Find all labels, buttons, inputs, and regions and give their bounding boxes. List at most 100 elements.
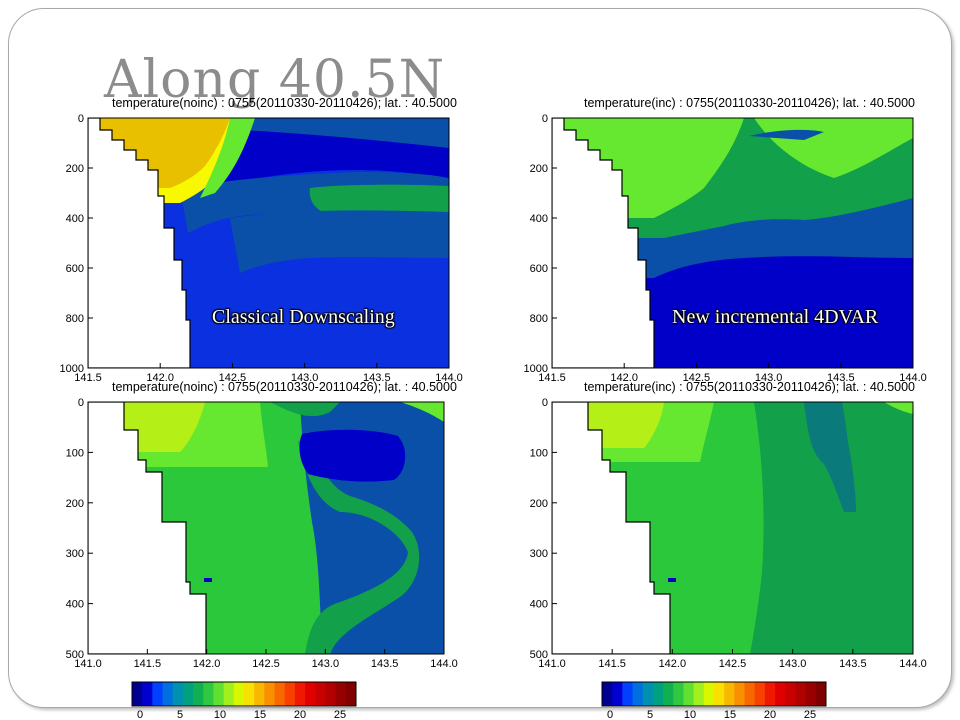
x-tick-label: 142.5 (683, 372, 711, 384)
colorbar-swatch (724, 682, 735, 706)
panel-label-classical: Classical Downscaling (212, 306, 395, 328)
colorbar-swatch (132, 682, 143, 706)
colorbar-swatch (182, 682, 194, 706)
x-tick-label: 142.0 (146, 372, 174, 384)
y-tick-label: 200 (66, 498, 84, 510)
colorbar-swatch (815, 682, 827, 706)
y-axis-top-left: 0 200 400 600 800 1000 (60, 113, 93, 375)
field-lightgreen-front-tl (200, 118, 255, 198)
colorbar-swatch (203, 682, 214, 706)
chart-top-left: 141.5 142.0 142.5 143.0 143.5 144.0 0 200 400 60… (60, 113, 463, 384)
colorbar-swatch (172, 682, 184, 706)
colorbar-tick-label: 0 (607, 709, 613, 720)
colorbar-swatch (254, 682, 265, 706)
colorbar-swatch (785, 682, 796, 706)
colorbar-swatch (652, 682, 664, 706)
chart-bottom-left: 141.0 141.5 142.0 142.5 143.0 143.5 144.0 0 100… (66, 397, 458, 670)
x-tick-label: 141.5 (598, 658, 626, 670)
colorbar-tick-label: 10 (684, 709, 696, 720)
y-tick-label: 200 (530, 163, 548, 175)
colorbar-swatch (274, 682, 286, 706)
colorbar-tick-label: 15 (254, 709, 266, 720)
colorbar-swatch (284, 682, 296, 706)
x-tick-label: 144.0 (430, 658, 458, 670)
chart-title-bottom-right: temperature(inc) : 0755(20110330-2011042… (584, 380, 916, 394)
x-tick-label: 143.5 (839, 658, 867, 670)
colorbar-tick-label: 20 (764, 709, 776, 720)
field-green-arc-bl (298, 432, 420, 654)
colorbar-tick-label: 25 (334, 709, 346, 720)
colorbar-swatch (805, 682, 817, 706)
colorbar-swatch (754, 682, 766, 706)
x-tick-label: 142.0 (659, 658, 687, 670)
colorbar-tick-label: 5 (647, 709, 653, 720)
y-tick-label: 1000 (524, 363, 548, 375)
colorbar-swatch (703, 682, 715, 706)
land-mask-bl (88, 402, 207, 654)
y-tick-label: 300 (66, 548, 84, 560)
colorbar-frame (601, 681, 827, 707)
y-tick-label: 0 (542, 113, 548, 125)
x-tick-label: 141.5 (134, 658, 162, 670)
field-teal-stripe-br (804, 402, 856, 512)
colorbar-swatch (642, 682, 654, 706)
y-tick-label: 400 (66, 213, 84, 225)
plot-frame-tr (551, 117, 914, 369)
field-navy-band-tl (190, 128, 449, 198)
panel-label-incremental: New incremental 4DVAR (672, 306, 879, 328)
x-tick-label: 143.0 (312, 658, 340, 670)
y-tick-label: 500 (530, 649, 548, 661)
colorbar-tick-label: 10 (214, 709, 226, 720)
coastal-navy-br (668, 578, 676, 582)
colorbar-tick-label: 5 (177, 709, 183, 720)
colorbar-right: 0 5 10 15 20 25 (601, 681, 827, 720)
colorbar-tick-label: 20 (294, 709, 306, 720)
colorbar-swatch (233, 682, 245, 706)
x-axis-top-right: 141.5 142.0 142.5 143.0 143.5 144.0 (538, 363, 927, 384)
colorbar-swatch (775, 682, 786, 706)
y-tick-label: 400 (66, 599, 84, 611)
x-tick-label: 143.0 (779, 658, 807, 670)
colorbar-swatch (193, 682, 204, 706)
chart-title-bottom-left: temperature(noinc) : 0755(20110330-20110… (112, 380, 457, 394)
colorbar-frame (131, 681, 357, 707)
x-tick-label: 142.5 (252, 658, 280, 670)
colorbar-swatch (335, 682, 347, 706)
field-teal-lens-tr (749, 129, 824, 140)
y-tick-label: 0 (542, 397, 548, 409)
y-tick-label: 500 (66, 649, 84, 661)
y-tick-label: 200 (530, 498, 548, 510)
land-mask-br (552, 402, 671, 654)
y-tick-label: 0 (78, 113, 84, 125)
chart-title-top-right: temperature(inc) : 0755(20110330-2011042… (584, 96, 916, 110)
slide-title: Along 40.5N (104, 50, 446, 110)
y-tick-label: 600 (66, 263, 84, 275)
colorbar-swatch (264, 682, 276, 706)
chart-top-right: 141.5 142.0 142.5 143.0 143.5 144.0 0 200 400 60… (524, 113, 927, 384)
colorbar-left: 0 5 10 15 20 25 (131, 681, 357, 720)
y-tick-label: 800 (66, 313, 84, 325)
colorbar-swatch (162, 682, 174, 706)
y-tick-label: 100 (530, 447, 548, 459)
colorbar-swatch (345, 682, 357, 706)
land-mask-tl (88, 118, 191, 368)
x-tick-label: 141.5 (74, 372, 102, 384)
y-tick-label: 400 (530, 599, 548, 611)
x-tick-label: 143.0 (755, 372, 783, 384)
colorbar-swatch (294, 682, 306, 706)
colorbar-swatch (325, 682, 337, 706)
x-tick-label: 143.5 (371, 658, 399, 670)
field-green-dark-top-bl (270, 402, 340, 417)
colorbar-swatch (744, 682, 756, 706)
chart-bottom-right: 141.0 141.5 142.0 142.5 143.0 143.5 144.0 0 100… (530, 397, 927, 670)
colorbar-swatch (632, 682, 644, 706)
colorbar-swatch (315, 682, 326, 706)
y-tick-label: 100 (66, 447, 84, 459)
colorbar-swatch (602, 682, 613, 706)
land-mask-tr (552, 118, 655, 368)
colorbar-swatch (673, 682, 684, 706)
field-teal-deep-tl (230, 210, 449, 273)
x-tick-label: 143.5 (827, 372, 855, 384)
colorbar-swatch (223, 682, 235, 706)
colorbar-swatch (622, 682, 634, 706)
